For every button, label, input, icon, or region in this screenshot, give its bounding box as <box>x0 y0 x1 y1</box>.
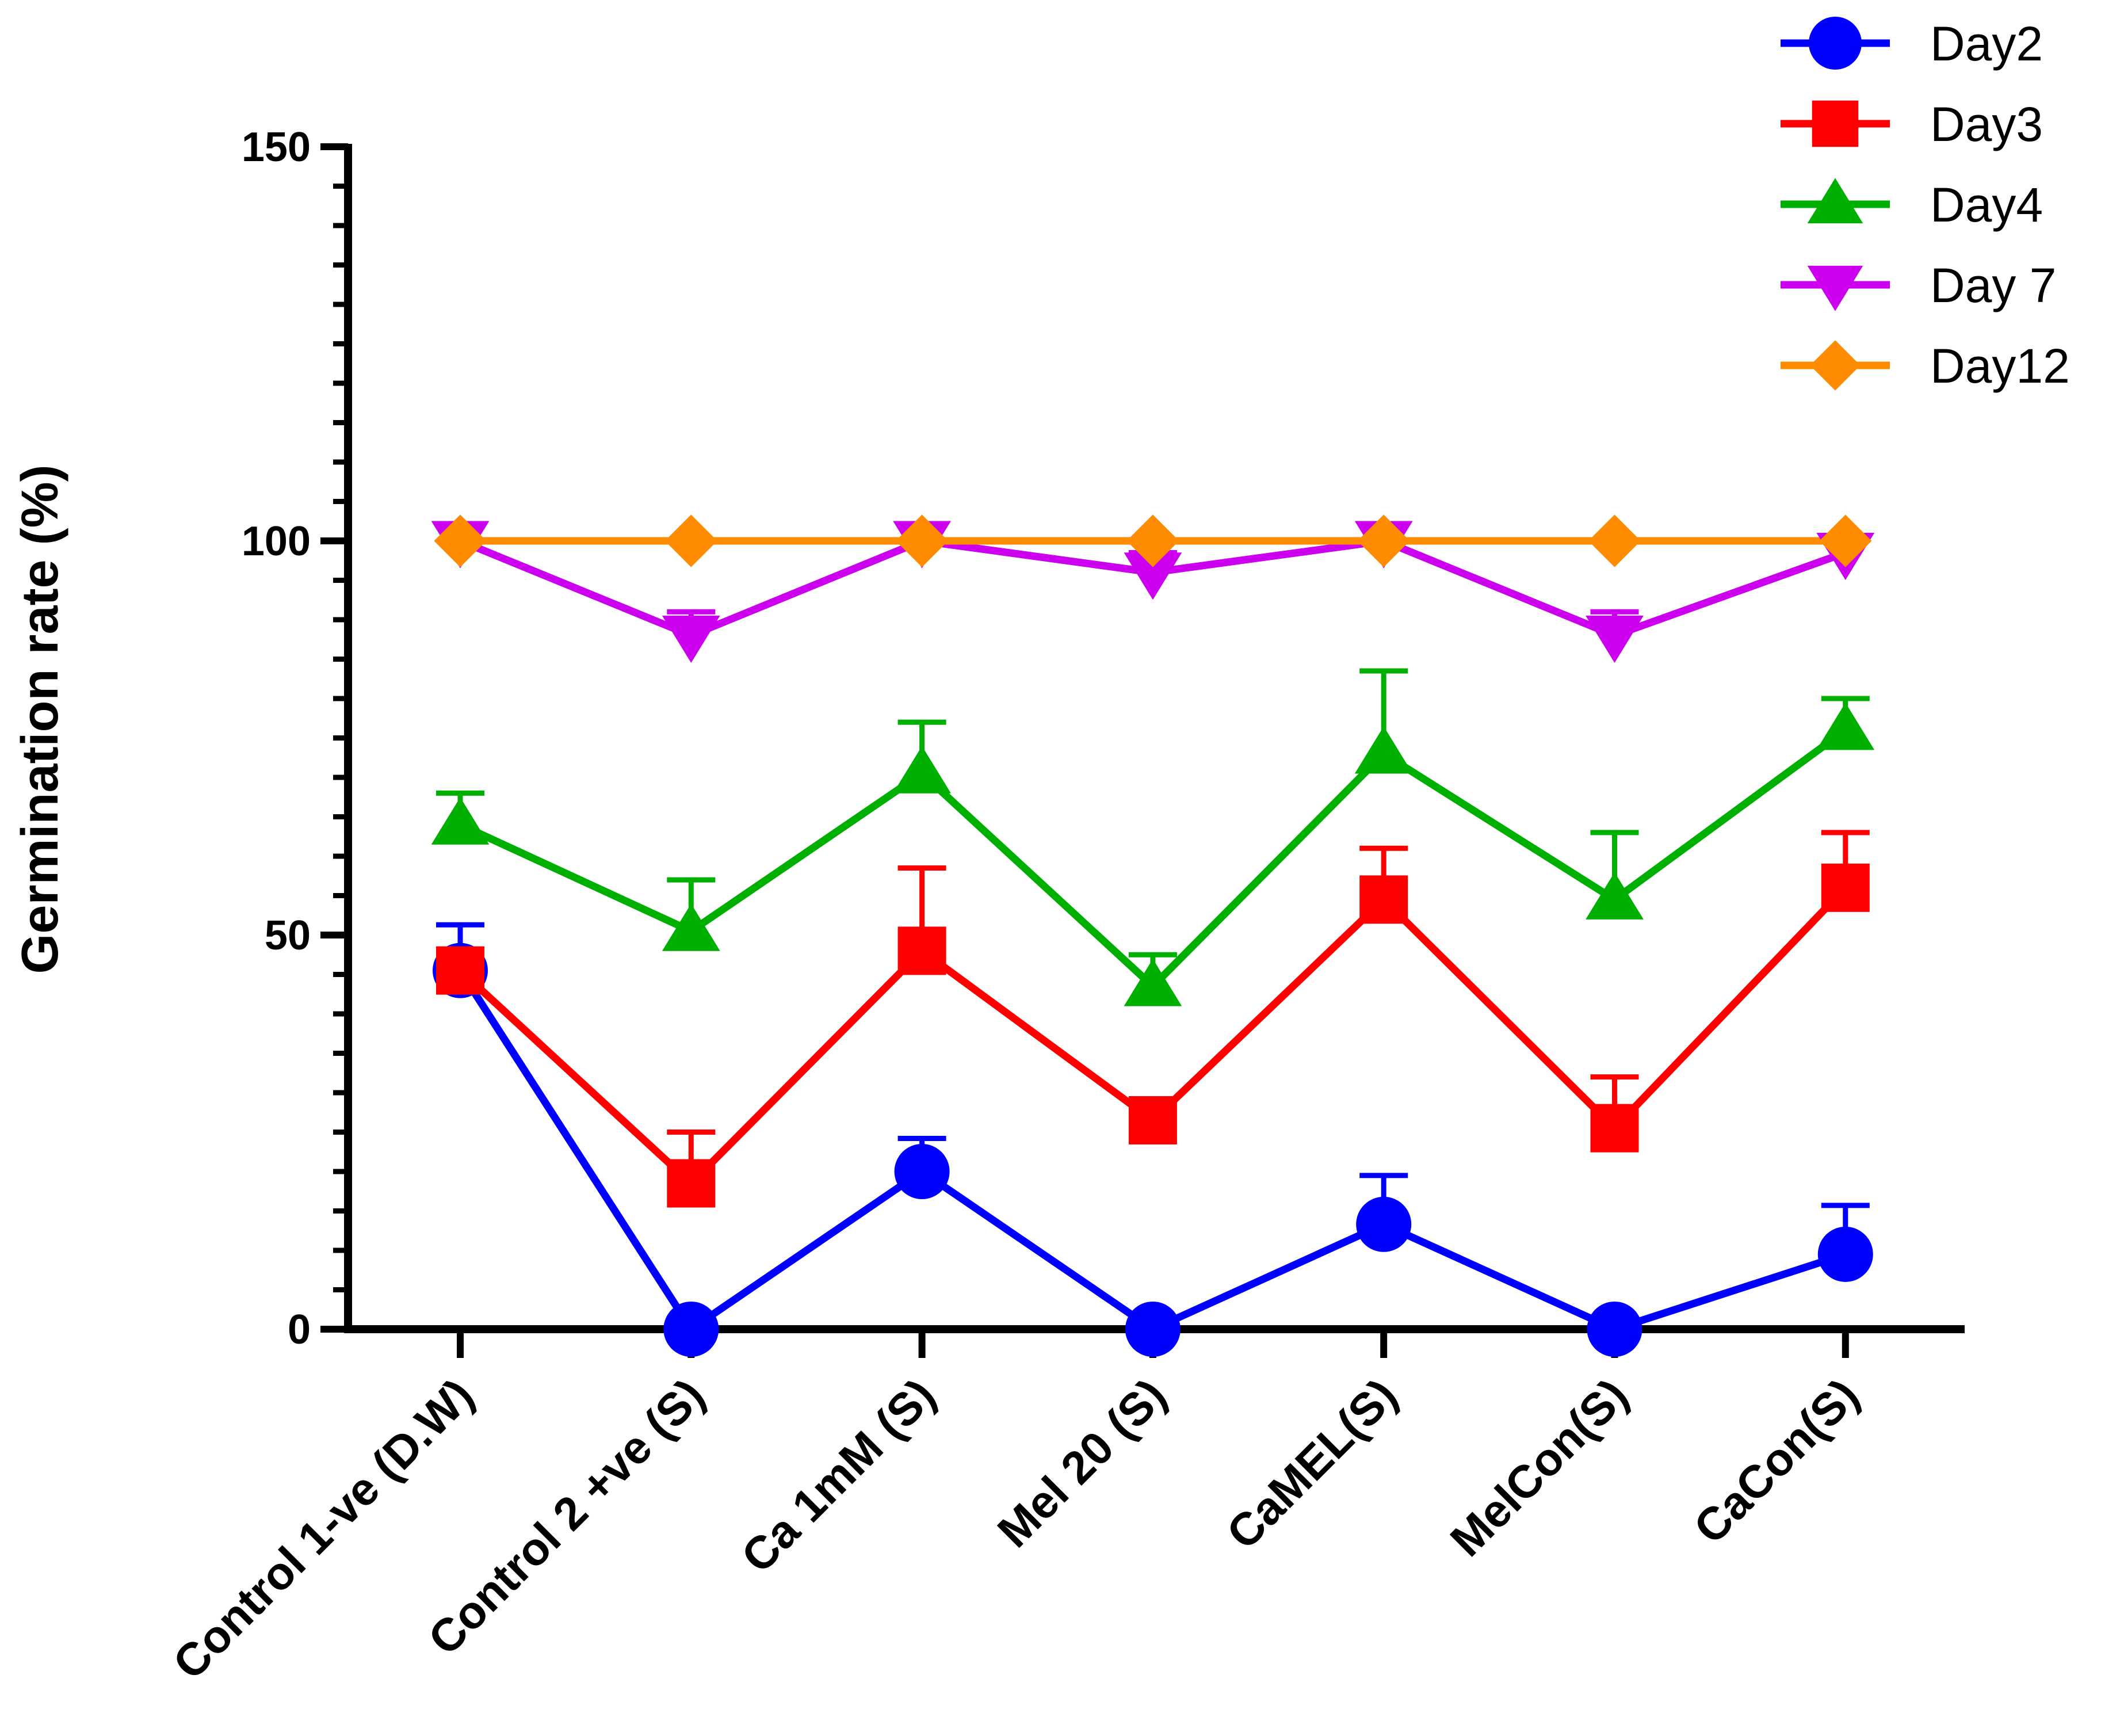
legend-item-day4: Day4 <box>1781 178 2043 232</box>
data-point-day2 <box>1587 1302 1642 1357</box>
data-point-day4 <box>1816 703 1875 750</box>
data-point-day2 <box>1125 1302 1181 1357</box>
legend-marker-day3 <box>1812 100 1859 147</box>
legend-label: Day4 <box>1930 178 2043 232</box>
data-point-day3 <box>436 946 484 995</box>
legend-label: Day3 <box>1930 97 2043 151</box>
legend-item-day3: Day3 <box>1781 97 2043 151</box>
data-point-day4 <box>431 797 490 845</box>
data-point-day3 <box>1359 875 1408 924</box>
data-point-day2 <box>1817 1226 1873 1282</box>
y-axis-title: Germination rate (%) <box>12 464 69 974</box>
x-category-label: Mel 20 (S) <box>988 1369 1176 1557</box>
legend-marker-day7 <box>1807 265 1863 311</box>
data-point-day4 <box>662 903 720 951</box>
data-point-day2 <box>1356 1196 1412 1252</box>
legend-item-day12: Day12 <box>1781 339 2070 393</box>
legend-item-day7: Day 7 <box>1781 258 2056 312</box>
x-category-label: MelCon(S) <box>1441 1369 1638 1566</box>
legend-label: Day2 <box>1930 17 2043 71</box>
data-point-day7 <box>1586 615 1644 663</box>
data-point-day4 <box>1586 872 1644 919</box>
legend-marker-day12 <box>1810 340 1861 391</box>
legend-label: Day 7 <box>1930 258 2056 312</box>
legend-label: Day12 <box>1930 339 2070 393</box>
legend-marker-day2 <box>1809 17 1862 70</box>
y-tick-label: 100 <box>242 518 311 564</box>
data-point-day12 <box>664 514 717 567</box>
y-tick-label: 0 <box>288 1307 311 1353</box>
data-point-day3 <box>667 1159 716 1208</box>
x-category-label: Ca 1mM (S) <box>732 1369 945 1582</box>
data-point-day12 <box>1588 514 1641 567</box>
data-point-day3 <box>897 926 946 975</box>
data-point-day3 <box>1590 1104 1639 1153</box>
legend-marker-day4 <box>1807 178 1863 224</box>
data-point-day3 <box>1128 1096 1177 1144</box>
data-point-day3 <box>1821 863 1870 912</box>
data-point-day7 <box>662 615 720 663</box>
data-point-day12 <box>1819 514 1872 567</box>
data-point-day4 <box>1124 959 1182 1006</box>
y-tick-label: 50 <box>265 913 311 959</box>
data-point-day7 <box>1124 552 1182 600</box>
legend-item-day2: Day2 <box>1781 17 2043 71</box>
data-point-day12 <box>1357 514 1410 567</box>
data-point-day12 <box>1126 514 1179 567</box>
data-point-day2 <box>663 1302 719 1357</box>
data-point-day4 <box>893 746 951 793</box>
y-tick-label: 150 <box>242 124 311 170</box>
data-point-day2 <box>894 1144 950 1199</box>
data-point-day12 <box>896 514 949 567</box>
data-point-day4 <box>1354 726 1413 774</box>
x-category-label: CaMEL(S) <box>1217 1369 1407 1559</box>
x-category-label: CaCon(S) <box>1684 1369 1869 1554</box>
data-point-day12 <box>434 514 487 567</box>
